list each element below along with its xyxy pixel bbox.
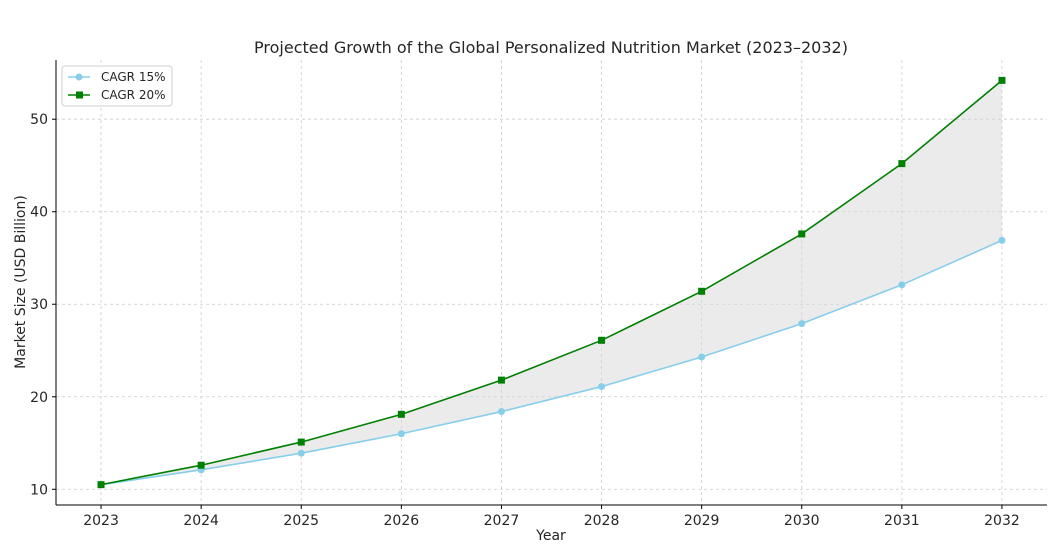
- data-point: [898, 281, 906, 289]
- x-axis-label: Year: [535, 528, 566, 544]
- series-line: [100, 239, 1003, 486]
- data-point: [598, 336, 606, 344]
- data-point: [197, 461, 205, 469]
- y-tick-label: 10: [30, 482, 48, 498]
- legend-marker: [75, 73, 83, 81]
- data-point: [998, 76, 1006, 84]
- series-2: [97, 76, 1006, 489]
- data-point: [497, 376, 505, 384]
- data-point: [97, 481, 105, 489]
- y-tick-label: 50: [30, 112, 48, 128]
- x-tick-label: 2024: [183, 513, 219, 529]
- x-tick-label: 2029: [684, 513, 720, 529]
- y-tick-label: 40: [30, 205, 48, 221]
- fill-between-area: [101, 80, 1002, 485]
- data-point: [598, 383, 606, 391]
- series-1: [97, 236, 1006, 489]
- x-tick-label: 2031: [884, 513, 920, 529]
- y-axis-label: Market Size (USD Billion): [13, 195, 29, 369]
- legend: CAGR 15% CAGR 20%: [61, 65, 173, 107]
- x-tick-label: 2032: [984, 513, 1020, 529]
- series-layer: [97, 76, 1006, 489]
- data-point: [798, 320, 806, 328]
- x-tick-label: 2025: [283, 513, 319, 529]
- data-point: [297, 438, 305, 446]
- legend-label: CAGR 20%: [101, 88, 166, 102]
- data-point: [698, 353, 706, 361]
- legend-marker: [76, 91, 83, 99]
- grid: [56, 60, 1047, 505]
- data-point: [998, 236, 1006, 244]
- chart-title: Projected Growth of the Global Personali…: [254, 38, 848, 57]
- y-tick-label: 30: [30, 297, 48, 313]
- data-point: [397, 430, 405, 438]
- legend-item: CAGR 15%: [68, 70, 166, 84]
- data-point: [698, 287, 706, 295]
- axes: [55, 60, 1047, 506]
- x-tick-label: 2023: [83, 513, 119, 529]
- series-line: [100, 79, 1003, 486]
- data-point: [297, 449, 305, 457]
- x-tick-label: 2027: [484, 513, 520, 529]
- legend-box: [61, 65, 173, 107]
- data-point: [798, 230, 806, 238]
- legend-item: CAGR 20%: [68, 88, 166, 102]
- x-tick-label: 2026: [384, 513, 420, 529]
- data-point: [397, 410, 405, 418]
- ticks: 2023 2024 2025 2026 2027 2028 2029 2030 2031 2032…: [30, 112, 1020, 529]
- x-tick-label: 2028: [584, 513, 620, 529]
- data-point: [497, 408, 505, 416]
- data-point: [898, 160, 906, 168]
- legend-label: CAGR 15%: [101, 70, 166, 84]
- x-tick-label: 2030: [784, 513, 820, 529]
- y-tick-label: 20: [30, 390, 48, 406]
